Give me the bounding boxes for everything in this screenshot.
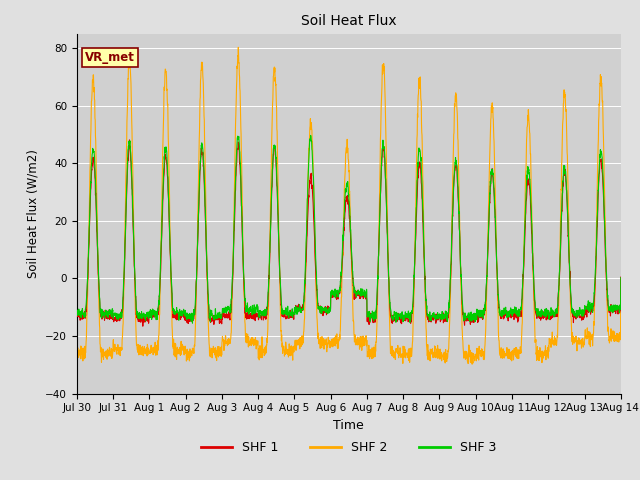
SHF 3 xyxy=(307,132,314,138)
SHF 3 xyxy=(377,181,385,187)
SHF 1 xyxy=(365,317,372,323)
SHF 1 xyxy=(617,274,625,280)
SHF 2 xyxy=(570,340,577,346)
SHF 1 xyxy=(73,312,81,318)
SHF 3 xyxy=(570,311,577,316)
Line: SHF 2: SHF 2 xyxy=(77,48,621,364)
SHF 2 xyxy=(234,45,242,50)
SHF 3 xyxy=(584,298,592,304)
SHF 2 xyxy=(468,361,476,367)
SHF 2 xyxy=(225,336,232,342)
Legend: SHF 1, SHF 2, SHF 3: SHF 1, SHF 2, SHF 3 xyxy=(196,436,502,459)
Text: VR_met: VR_met xyxy=(85,50,135,63)
SHF 1 xyxy=(584,305,592,311)
SHF 1 xyxy=(377,188,385,193)
SHF 3 xyxy=(508,310,515,315)
SHF 2 xyxy=(617,276,625,282)
SHF 1 xyxy=(225,312,233,318)
Title: Soil Heat Flux: Soil Heat Flux xyxy=(301,14,397,28)
SHF 2 xyxy=(584,332,592,337)
SHF 3 xyxy=(365,311,372,316)
SHF 1 xyxy=(139,324,147,329)
SHF 1 xyxy=(570,312,577,317)
Line: SHF 1: SHF 1 xyxy=(77,140,621,326)
SHF 2 xyxy=(508,350,515,356)
SHF 2 xyxy=(365,347,372,352)
Line: SHF 3: SHF 3 xyxy=(77,135,621,323)
SHF 3 xyxy=(189,320,196,326)
Y-axis label: Soil Heat Flux (W/m2): Soil Heat Flux (W/m2) xyxy=(27,149,40,278)
SHF 3 xyxy=(225,304,232,310)
SHF 3 xyxy=(617,275,625,281)
SHF 3 xyxy=(73,310,81,316)
SHF 2 xyxy=(73,354,81,360)
SHF 2 xyxy=(376,136,384,142)
SHF 1 xyxy=(508,315,515,321)
X-axis label: Time: Time xyxy=(333,419,364,432)
SHF 1 xyxy=(125,137,133,143)
